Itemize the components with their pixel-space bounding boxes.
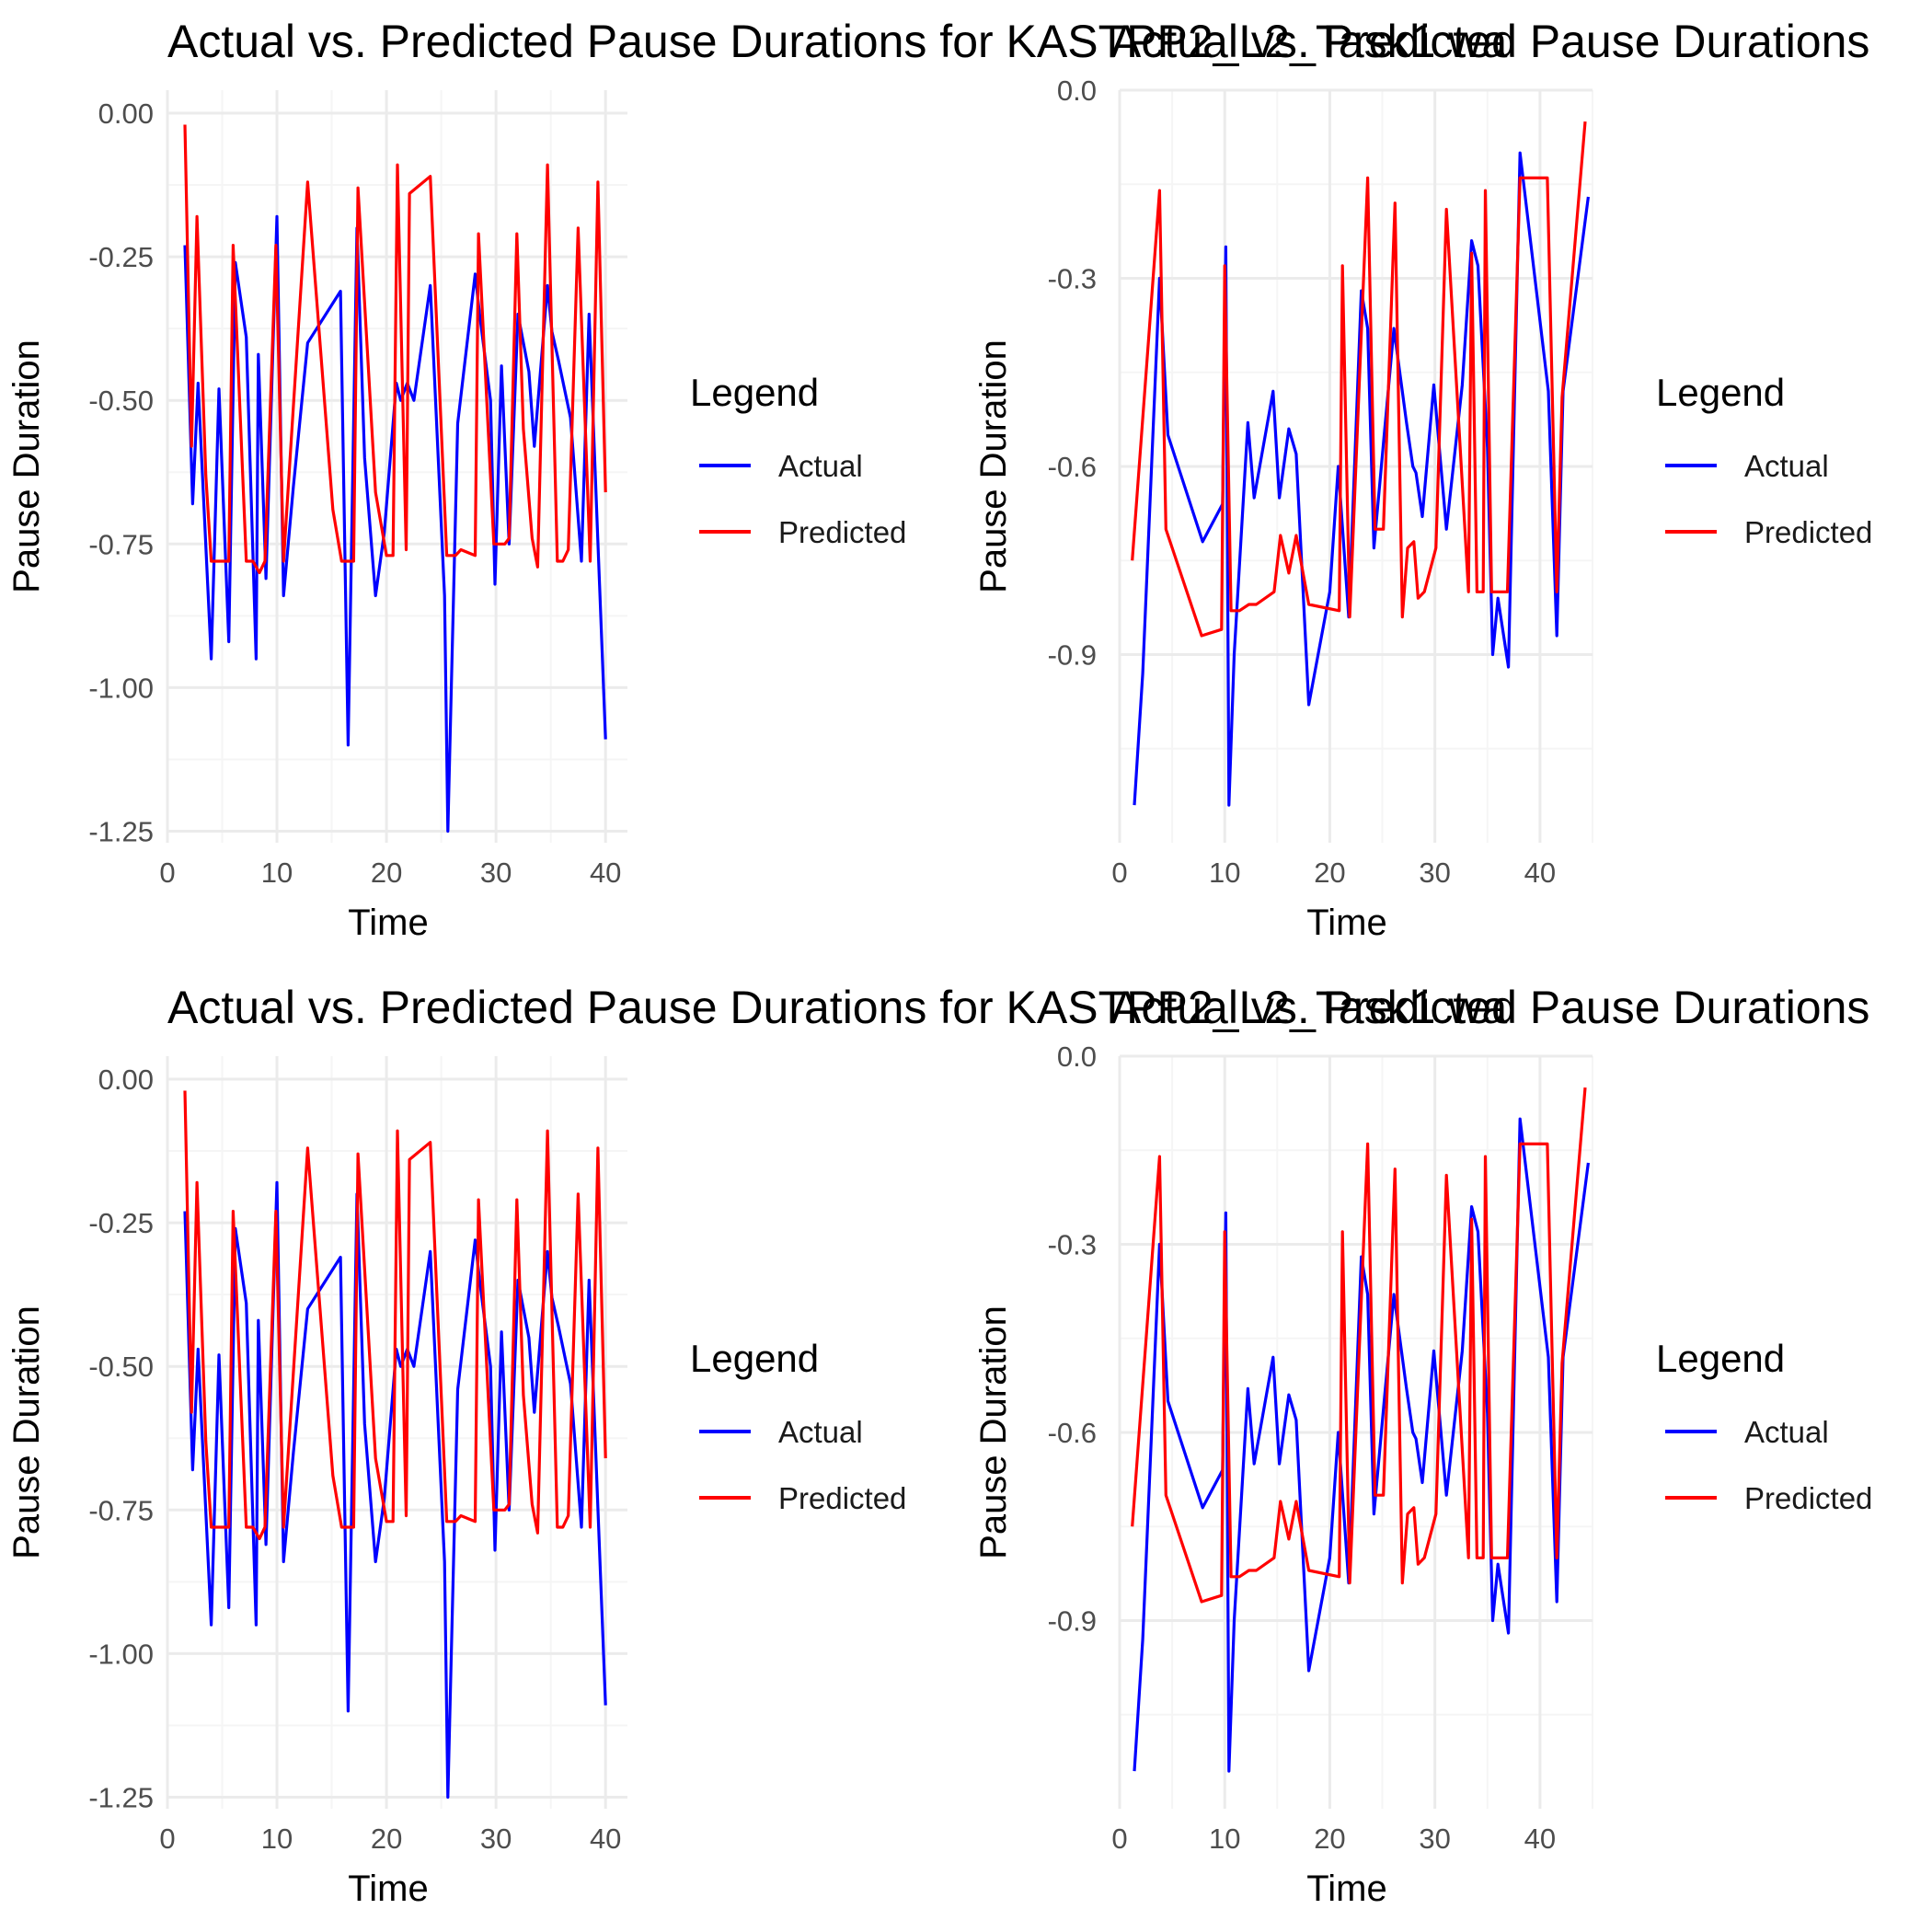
x-tick-label: 30 (1419, 857, 1450, 889)
x-tick-label: 40 (590, 1823, 621, 1855)
series-line-predicted (183, 124, 607, 575)
y-tick-label: -0.6 (1048, 1417, 1097, 1449)
y-axis-title: Pause Duration (973, 339, 1014, 593)
x-tick-label: 30 (480, 857, 512, 889)
legend-label: Actual (778, 449, 863, 483)
y-tick-label: -0.50 (88, 1351, 154, 1383)
y-tick-label: -1.00 (88, 672, 154, 704)
legend-title: Legend (690, 371, 819, 414)
x-tick-label: 0 (1111, 857, 1127, 889)
series-line-predicted (1131, 1087, 1587, 1604)
x-tick-label: 30 (480, 1823, 512, 1855)
y-tick-label: -1.00 (88, 1638, 154, 1670)
y-tick-label: 0.00 (98, 98, 154, 130)
legend-label: Actual (778, 1415, 863, 1449)
y-tick-label: -1.25 (88, 1782, 154, 1814)
legend-label: Predicted (1744, 1481, 1872, 1515)
x-axis-title: Time (348, 1869, 428, 1909)
chart-title: Actual vs. Predicted Pause Durations (1110, 982, 1869, 1033)
y-tick-label: -0.9 (1048, 1605, 1097, 1638)
chart-title: Actual vs. Predicted Pause Durations (1110, 16, 1869, 67)
legend-label: Predicted (1744, 515, 1872, 549)
chart-panel: 0 10 20 30 40 0.0 -0.3 -0.6 -0.9 Time Pause Durati… (973, 75, 1872, 943)
x-axis-title: Time (1306, 903, 1386, 943)
legend-label: Actual (1744, 1415, 1829, 1449)
y-tick-label: -0.3 (1048, 1229, 1097, 1261)
x-tick-label: 10 (1209, 1823, 1240, 1855)
x-tick-label: 20 (371, 857, 402, 889)
x-axis-title: Time (1306, 1869, 1386, 1909)
x-tick-label: 0 (159, 857, 175, 889)
x-axis-title: Time (348, 903, 428, 943)
y-axis-title: Pause Duration (973, 1305, 1014, 1559)
y-tick-label: -0.50 (88, 385, 154, 417)
x-tick-label: 20 (1314, 857, 1345, 889)
series-line-predicted (183, 1090, 607, 1541)
y-tick-label: 0.00 (98, 1064, 154, 1096)
y-tick-label: -0.75 (88, 1494, 154, 1526)
x-tick-label: 40 (590, 857, 621, 889)
chart-title: Actual vs. Predicted Pause Durations for… (167, 982, 1507, 1033)
series-line-actual (183, 214, 607, 834)
x-tick-label: 20 (371, 1823, 402, 1855)
legend-label: Predicted (778, 515, 906, 549)
x-tick-label: 20 (1314, 1823, 1345, 1855)
y-axis-title: Pause Duration (6, 1305, 47, 1559)
series-line-predicted (1131, 121, 1587, 638)
x-tick-label: 30 (1419, 1823, 1450, 1855)
chart-title: Actual vs. Predicted Pause Durations for… (167, 16, 1507, 67)
series-line-actual (1133, 151, 1590, 807)
y-tick-label: -0.25 (88, 241, 154, 273)
x-tick-label: 0 (159, 1823, 175, 1855)
y-tick-label: -1.25 (88, 816, 154, 848)
x-tick-label: 10 (261, 857, 293, 889)
chart-panel: 0 10 20 30 40 0.00 -0.25 -0.50 -0.75 -1.00 -1.25 Ti… (6, 90, 906, 943)
chart-panel: 0 10 20 30 40 0.00 -0.25 -0.50 -0.75 -1.00 -1.25 Ti… (6, 1056, 906, 1909)
x-tick-label: 0 (1111, 1823, 1127, 1855)
y-tick-label: -0.75 (88, 528, 154, 560)
y-axis-title: Pause Duration (6, 339, 47, 593)
x-tick-label: 10 (1209, 857, 1240, 889)
legend-title: Legend (1656, 1337, 1785, 1380)
y-tick-label: -0.25 (88, 1207, 154, 1239)
y-tick-label: 0.0 (1057, 75, 1097, 107)
legend-title: Legend (1656, 371, 1785, 414)
x-tick-label: 10 (261, 1823, 293, 1855)
y-tick-label: -0.6 (1048, 451, 1097, 483)
y-tick-label: 0.0 (1057, 1041, 1097, 1073)
series-line-actual (1133, 1117, 1590, 1773)
chart-panel: 0 10 20 30 40 0.0 -0.3 -0.6 -0.9 Time Pause Durati… (973, 1041, 1872, 1909)
legend-title: Legend (690, 1337, 819, 1380)
y-tick-label: -0.3 (1048, 263, 1097, 295)
x-tick-label: 40 (1524, 857, 1556, 889)
series-line-actual (183, 1180, 607, 1800)
legend-label: Actual (1744, 449, 1829, 483)
y-tick-label: -0.9 (1048, 639, 1097, 672)
x-tick-label: 40 (1524, 1823, 1556, 1855)
legend-label: Predicted (778, 1481, 906, 1515)
